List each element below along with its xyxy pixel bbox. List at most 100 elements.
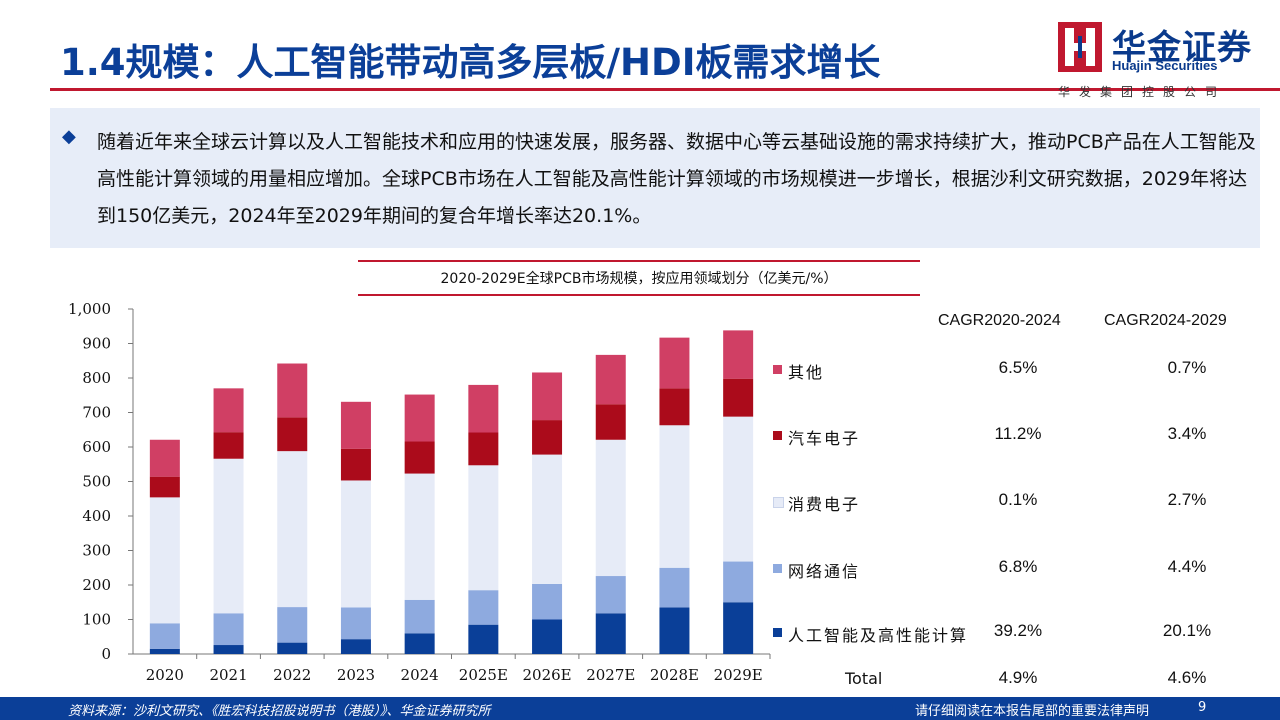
x-tick-label: 2027E bbox=[586, 666, 635, 684]
cagr-2020-2024-value: 11.2% bbox=[994, 424, 1042, 443]
bar-segment bbox=[723, 561, 754, 603]
bar-segment bbox=[404, 633, 435, 654]
bar-segment bbox=[468, 384, 499, 433]
y-tick-label: 0 bbox=[101, 645, 111, 663]
x-tick-label: 2024 bbox=[401, 666, 439, 684]
bar-segment bbox=[595, 404, 626, 440]
bar-segment bbox=[723, 378, 754, 417]
bar-segment bbox=[213, 613, 244, 646]
legend-swatch bbox=[773, 365, 782, 374]
table-header-cagr-2024-2029: CAGR2024-2029 bbox=[1104, 312, 1227, 329]
x-tick-label: 2029E bbox=[714, 666, 763, 684]
company-logo: 华金证券 Huajin Securities 华发集团控股公司 bbox=[1058, 22, 1258, 102]
x-tick-label: 2025E bbox=[459, 666, 508, 684]
bar-segment bbox=[277, 642, 308, 654]
bar-segment bbox=[595, 613, 626, 654]
logo-chinese-name: 华金证券 bbox=[1112, 28, 1252, 68]
bar-segment bbox=[277, 363, 308, 418]
bar-segment bbox=[532, 619, 563, 654]
cagr-2020-2024-value: 39.2% bbox=[993, 621, 1043, 640]
legend-label: 消费电子 bbox=[788, 495, 861, 514]
legend-label: 网络通信 bbox=[788, 562, 861, 581]
bar-segment bbox=[659, 425, 690, 568]
y-tick-label: 600 bbox=[82, 438, 111, 456]
total-cagr-2024-2029: 4.6% bbox=[1167, 668, 1207, 687]
bar-segment bbox=[532, 454, 563, 584]
bar-segment bbox=[149, 497, 180, 624]
legend-label: 汽车电子 bbox=[788, 429, 861, 448]
y-tick-label: 700 bbox=[82, 404, 111, 422]
source-note: 资料来源：沙利文研究、《胜宏科技招股说明书（港股）》、华金证券研究所 bbox=[68, 704, 491, 719]
bar-segment bbox=[340, 639, 371, 654]
cagr-2024-2029-value: 0.7% bbox=[1167, 358, 1207, 377]
cagr-2024-2029-value: 20.1% bbox=[1162, 621, 1212, 640]
y-tick-label: 100 bbox=[82, 611, 111, 629]
x-tick-label: 2020 bbox=[146, 666, 184, 684]
legal-disclaimer: 请仔细阅读在本报告尾部的重要法律声明 bbox=[915, 704, 1150, 719]
bar-segment bbox=[213, 458, 244, 614]
bar-segment bbox=[659, 607, 690, 654]
title-divider bbox=[50, 88, 1280, 91]
legend-label: 其他 bbox=[788, 363, 825, 382]
y-tick-label: 400 bbox=[82, 507, 111, 525]
page-number: 9 bbox=[1198, 700, 1207, 715]
bar-segment bbox=[659, 337, 690, 389]
legend-swatch bbox=[773, 564, 782, 573]
footer-bar: 资料来源：沙利文研究、《胜宏科技招股说明书（港股）》、华金证券研究所 请仔细阅读… bbox=[0, 697, 1280, 720]
bar-segment bbox=[468, 465, 499, 591]
page-title: 1.4规模：人工智能带动高多层板/HDI板需求增长 bbox=[60, 41, 881, 84]
logo-english-name: Huajin Securities bbox=[1112, 58, 1218, 73]
bar-segment bbox=[723, 416, 754, 562]
bar-segment bbox=[659, 567, 690, 608]
y-tick-label: 500 bbox=[82, 473, 111, 491]
cagr-2020-2024-value: 6.5% bbox=[998, 358, 1038, 377]
bar-segment bbox=[468, 432, 499, 466]
bar-segment bbox=[213, 388, 244, 433]
y-tick-label: 800 bbox=[82, 369, 111, 387]
x-tick-label: 2021 bbox=[209, 666, 247, 684]
bar-segment bbox=[404, 599, 435, 634]
bar-segment bbox=[149, 648, 180, 654]
bar-segment bbox=[468, 590, 499, 625]
bar-segment bbox=[404, 473, 435, 600]
legend-swatch bbox=[773, 628, 782, 637]
legend-swatch bbox=[773, 497, 784, 508]
legend-label: 人工智能及高性能计算 bbox=[788, 626, 969, 645]
bar-segment bbox=[277, 607, 308, 643]
bar-segment bbox=[595, 576, 626, 614]
total-label: Total bbox=[845, 669, 883, 688]
x-tick-label: 2026E bbox=[522, 666, 571, 684]
y-tick-label: 900 bbox=[82, 335, 111, 353]
chart-title: 2020-2029E全球PCB市场规模，按应用领域划分（亿美元/%） bbox=[440, 271, 838, 287]
logo-subtitle: 华发集团控股公司 bbox=[1058, 85, 1227, 99]
bar-segment bbox=[532, 372, 563, 421]
bar-segment bbox=[340, 401, 371, 449]
bar-segment bbox=[340, 448, 371, 481]
bar-segment bbox=[149, 439, 180, 477]
table-header-cagr-2020-2024: CAGR2020-2024 bbox=[938, 312, 1061, 329]
bar-segment bbox=[213, 432, 244, 459]
bar-segment bbox=[723, 330, 754, 379]
legend-swatch bbox=[773, 431, 782, 440]
bar-segment bbox=[149, 623, 180, 649]
bar-segment bbox=[532, 583, 563, 620]
bar-segment bbox=[213, 645, 244, 654]
cagr-2020-2024-value: 6.8% bbox=[998, 557, 1038, 576]
bar-segment bbox=[277, 417, 308, 452]
chart-title-box: 2020-2029E全球PCB市场规模，按应用领域划分（亿美元/%） bbox=[358, 260, 920, 296]
intro-box: ◆ 随着近年来全球云计算以及人工智能技术和应用的快速发展，服务器、数据中心等云基… bbox=[50, 108, 1260, 248]
bar-segment bbox=[659, 388, 690, 426]
y-tick-label: 1,000 bbox=[68, 300, 111, 318]
bar-segment bbox=[404, 441, 435, 474]
intro-text: 随着近年来全球云计算以及人工智能技术和应用的快速发展，服务器、数据中心等云基础设… bbox=[97, 131, 1256, 227]
logo-mark-icon bbox=[1058, 22, 1102, 72]
bar-segment bbox=[277, 451, 308, 608]
bar-segment bbox=[340, 607, 371, 640]
cagr-2020-2024-value: 0.1% bbox=[998, 490, 1038, 509]
x-tick-label: 2023 bbox=[337, 666, 375, 684]
bar-segment bbox=[340, 480, 371, 608]
y-tick-label: 200 bbox=[82, 576, 111, 594]
bar-segment bbox=[532, 420, 563, 455]
bar-segment bbox=[723, 602, 754, 654]
